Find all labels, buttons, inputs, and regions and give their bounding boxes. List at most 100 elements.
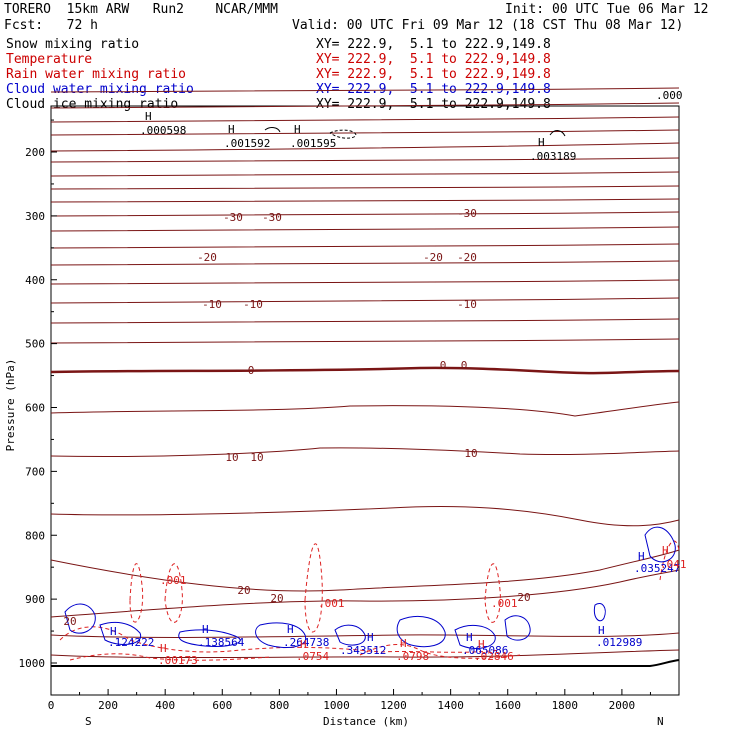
isotherm-line	[50, 338, 680, 344]
y-tick-label: 500	[25, 338, 45, 351]
legend-name-rain: Rain water mixing ratio	[6, 67, 187, 82]
rain-contour	[304, 543, 323, 633]
cloud-ice-contour	[329, 129, 357, 139]
maximum-value-label: .0754	[296, 650, 329, 663]
temperature-contour-label: 0	[440, 359, 447, 372]
isotherm-line	[50, 243, 680, 249]
cloud-water-contour	[64, 603, 96, 634]
x-tick-label: 1600	[494, 699, 521, 712]
maximum-marker: H	[478, 638, 485, 651]
isotherm-line	[50, 226, 680, 232]
x-tick-label: 2000	[609, 699, 636, 712]
x-tick-label: 600	[212, 699, 232, 712]
maximum-value-label: .138564	[198, 636, 245, 649]
y-tick-label: 1000	[19, 657, 46, 670]
legend-name-cloudwater: Cloud water mixing ratio	[6, 82, 194, 97]
cloud-water-contour	[593, 603, 606, 622]
isotherm-line	[50, 102, 680, 109]
isotherm-line	[50, 318, 680, 324]
temperature-contour-label: 10	[250, 451, 263, 464]
header-valid: Valid: 00 UTC Fri 09 Mar 12 (18 CST Thu …	[292, 18, 684, 33]
x-tick-label: 1000	[323, 699, 350, 712]
temperature-contour-label: -30	[457, 207, 477, 220]
maximum-marker: H	[466, 631, 473, 644]
rain-contour-label: .001	[491, 597, 518, 610]
temperature-contour-label: -20	[457, 251, 477, 264]
legend-name-temperature: Temperature	[6, 52, 93, 67]
header-fcst: Fcst: 72 h	[4, 18, 98, 33]
y-axis-title: Pressure (hPa)	[4, 359, 17, 452]
rain-contour	[359, 644, 521, 659]
temperature-contour-label: -10	[202, 298, 222, 311]
temperature-contour-label: 0	[461, 359, 468, 372]
maximum-value-label: .012989	[596, 636, 642, 649]
maximum-value-label: .124222	[108, 636, 154, 649]
temperature-contour-label: 20	[517, 591, 530, 604]
isotherm-line	[50, 171, 680, 177]
maximum-value-label: .035247	[634, 562, 680, 575]
isotherm-line	[50, 116, 680, 123]
cloud-water-contour	[255, 622, 307, 648]
maximum-marker: H	[538, 136, 545, 149]
temperature-contour-label: 10	[464, 447, 477, 460]
rain-contour	[129, 563, 144, 623]
maximum-marker: H	[598, 624, 605, 637]
x-tick-label: 0	[48, 699, 55, 712]
temperature-contour-label: -20	[423, 251, 443, 264]
legend-xy-rain: XY= 222.9, 5.1 to 222.9,149.8	[316, 67, 551, 82]
cloud-water-contour	[99, 621, 142, 645]
rain-contour	[484, 563, 501, 623]
maximum-marker: H	[228, 123, 235, 136]
x-tick-label: 200	[98, 699, 118, 712]
legend-xy-cloudwater: XY= 222.9, 5.1 to 222.9,149.8	[316, 82, 551, 97]
cloud-ice-contour	[264, 127, 281, 133]
maximum-value-label: .065086	[462, 644, 508, 657]
maximum-value-label: .02846	[474, 650, 514, 663]
ground-line	[51, 659, 680, 667]
maximum-marker: H	[662, 544, 669, 557]
isotherm-0c-line	[50, 366, 680, 375]
end-label-north: N	[657, 715, 664, 728]
maximum-marker: H	[110, 625, 117, 638]
maximum-value-label: .041	[660, 558, 687, 571]
cloud-water-contour	[454, 624, 496, 649]
cloud-water-contour	[334, 624, 366, 646]
isotherm-line	[50, 211, 680, 217]
header-title: TORERO 15km ARW Run2 NCAR/MMM	[4, 2, 278, 17]
y-tick-label: 700	[25, 465, 45, 478]
isotherm-line	[50, 279, 680, 285]
isotherm-line	[50, 198, 680, 203]
maximum-marker: H	[160, 642, 167, 655]
x-tick-label: 1800	[552, 699, 579, 712]
temperature-contour-label: -10	[243, 298, 263, 311]
y-tick-label: 400	[25, 274, 45, 287]
y-tick-label: 800	[25, 529, 45, 542]
isotherm-line	[50, 569, 680, 618]
cloud-water-contour	[396, 616, 446, 648]
legend-name-cloudice: Cloud ice mixing ratio	[6, 97, 179, 112]
x-tick-label: 1400	[437, 699, 464, 712]
maximum-value-label: .000598	[140, 124, 186, 137]
rain-contour-label: .001	[318, 597, 345, 610]
maximum-marker: H	[367, 631, 374, 644]
plot-frame	[50, 105, 680, 696]
temperature-contour-label: 20	[237, 584, 250, 597]
maximum-marker: H	[145, 110, 152, 123]
y-tick-label: 300	[25, 210, 45, 223]
legend-xy-temperature: XY= 222.9, 5.1 to 222.9,149.8	[316, 52, 551, 67]
temperature-contour-label: -30	[262, 211, 282, 224]
header-init: Init: 00 UTC Tue 06 Mar 12	[505, 2, 709, 17]
temperature-contour-label: -10	[457, 298, 477, 311]
top-right-contour-label: .000	[656, 89, 683, 102]
legend-name-snow: Snow mixing ratio	[6, 37, 140, 52]
legend-xy-snow: XY= 222.9, 5.1 to 222.9,149.8	[316, 37, 551, 52]
isotherm-line	[50, 260, 680, 266]
maximum-marker: H	[400, 637, 407, 650]
maximum-value-label: .003189	[530, 150, 576, 163]
cloud-water-contour	[644, 526, 676, 563]
isotherm-line	[50, 157, 680, 163]
temperature-contour-label: 10	[225, 451, 238, 464]
y-tick-label: 200	[25, 146, 45, 159]
x-tick-label: 400	[155, 699, 175, 712]
